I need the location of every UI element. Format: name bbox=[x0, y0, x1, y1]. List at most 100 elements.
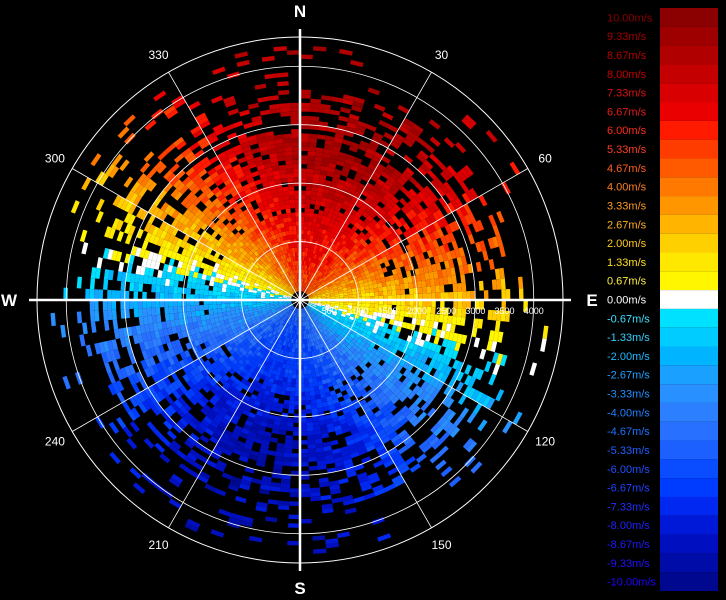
velocity-cell bbox=[374, 356, 382, 364]
velocity-cell bbox=[336, 246, 342, 253]
velocity-cell bbox=[223, 124, 235, 132]
velocity-cell bbox=[340, 324, 346, 329]
velocity-cell bbox=[294, 352, 298, 357]
velocity-cell bbox=[358, 268, 365, 274]
velocity-cell bbox=[408, 305, 414, 312]
legend-label: -6.67m/s bbox=[607, 483, 650, 495]
velocity-cell bbox=[440, 300, 445, 308]
velocity-cell bbox=[371, 225, 379, 233]
velocity-cell bbox=[439, 245, 446, 254]
velocity-cell bbox=[260, 398, 268, 405]
velocity-cell bbox=[377, 533, 392, 542]
velocity-cell bbox=[234, 410, 243, 418]
velocity-cell bbox=[397, 272, 403, 280]
velocity-cell bbox=[282, 326, 287, 332]
velocity-cell bbox=[397, 382, 406, 391]
velocity-cell bbox=[317, 407, 324, 413]
velocity-cell bbox=[371, 232, 379, 240]
velocity-cell bbox=[274, 346, 279, 353]
velocity-cell bbox=[93, 289, 99, 300]
velocity-cell bbox=[191, 310, 197, 318]
velocity-cell bbox=[417, 221, 426, 230]
velocity-cell bbox=[324, 179, 332, 186]
velocity-cell bbox=[382, 256, 389, 263]
velocity-cell bbox=[383, 483, 396, 493]
velocity-cell bbox=[238, 402, 247, 410]
velocity-cell bbox=[369, 271, 376, 277]
velocity-cell bbox=[385, 254, 393, 261]
velocity-cell bbox=[306, 279, 309, 284]
velocity-cell bbox=[436, 415, 447, 427]
velocity-cell bbox=[283, 138, 292, 144]
velocity-cell bbox=[285, 350, 290, 356]
velocity-cell bbox=[389, 207, 398, 215]
velocity-cell bbox=[283, 332, 288, 337]
velocity-cell bbox=[387, 199, 397, 208]
velocity-cell bbox=[335, 257, 341, 263]
velocity-cell bbox=[300, 457, 309, 463]
velocity-cell bbox=[398, 315, 404, 322]
velocity-cell bbox=[478, 280, 484, 291]
velocity-cell bbox=[177, 287, 183, 294]
velocity-cell bbox=[337, 286, 343, 290]
velocity-cell bbox=[366, 193, 375, 201]
velocity-cell bbox=[308, 301, 313, 303]
velocity-cell bbox=[348, 276, 354, 282]
velocity-cell bbox=[269, 437, 279, 443]
legend-label: 8.67m/s bbox=[607, 50, 647, 62]
velocity-cell bbox=[371, 135, 382, 144]
velocity-cell bbox=[490, 341, 498, 353]
velocity-cell bbox=[289, 488, 300, 493]
velocity-cell bbox=[232, 428, 242, 437]
velocity-cell bbox=[374, 370, 382, 378]
velocity-cell bbox=[283, 399, 290, 405]
velocity-cell bbox=[199, 470, 211, 480]
velocity-cell bbox=[312, 267, 316, 273]
velocity-cell bbox=[289, 329, 293, 334]
velocity-cell bbox=[322, 441, 331, 448]
velocity-cell bbox=[325, 364, 331, 370]
velocity-cell bbox=[318, 477, 329, 484]
velocity-cell bbox=[371, 315, 378, 321]
velocity-cell bbox=[478, 194, 488, 207]
velocity-cell bbox=[466, 412, 477, 424]
velocity-cell bbox=[303, 287, 306, 292]
velocity-cell bbox=[322, 269, 327, 274]
velocity-cell bbox=[350, 208, 358, 216]
velocity-cell bbox=[329, 109, 341, 116]
velocity-cell bbox=[365, 124, 377, 132]
velocity-cell bbox=[329, 306, 335, 310]
velocity-cell bbox=[425, 279, 431, 287]
velocity-cell bbox=[390, 396, 400, 405]
velocity-cell bbox=[389, 450, 401, 460]
velocity-cell bbox=[302, 238, 307, 244]
velocity-cell bbox=[381, 455, 393, 465]
legend-swatch bbox=[660, 572, 718, 591]
velocity-cell bbox=[354, 371, 361, 379]
velocity-cell bbox=[90, 321, 97, 333]
velocity-cell bbox=[173, 306, 178, 314]
velocity-cell bbox=[439, 431, 450, 443]
velocity-cell bbox=[440, 466, 453, 478]
velocity-cell bbox=[312, 301, 318, 303]
velocity-cell bbox=[440, 418, 450, 430]
velocity-cell bbox=[344, 130, 355, 138]
velocity-cell bbox=[340, 313, 346, 318]
velocity-cell bbox=[381, 231, 389, 239]
velocity-cell bbox=[339, 400, 347, 407]
velocity-cell bbox=[366, 276, 372, 282]
velocity-cell bbox=[459, 407, 470, 419]
velocity-cell bbox=[450, 340, 457, 351]
velocity-cell bbox=[467, 376, 477, 388]
velocity-cell bbox=[333, 244, 339, 251]
velocity-cell bbox=[317, 334, 322, 340]
velocity-cell bbox=[300, 431, 308, 436]
velocity-cell bbox=[124, 132, 136, 145]
velocity-cell bbox=[310, 395, 316, 401]
velocity-cell bbox=[363, 281, 369, 287]
velocity-cell bbox=[352, 250, 358, 256]
velocity-cell bbox=[271, 401, 279, 408]
legend-label: -4.00m/s bbox=[607, 407, 650, 419]
velocity-cell bbox=[342, 289, 348, 294]
velocity-cell bbox=[391, 289, 397, 296]
